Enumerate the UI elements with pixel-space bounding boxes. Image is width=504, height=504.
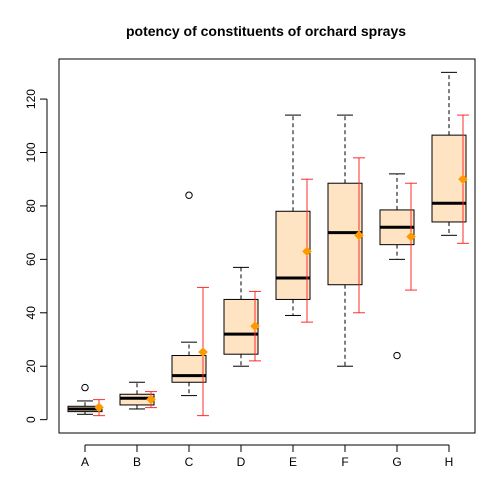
boxes-layer xyxy=(67,71,469,417)
y-tick-label: 120 xyxy=(24,89,38,109)
x-tick-label: H xyxy=(445,455,454,469)
chart-title: potency of constituents of orchard spray… xyxy=(126,23,406,39)
y-tick-label: 80 xyxy=(24,199,38,213)
iqr-box xyxy=(275,210,311,300)
y-tick-label: 100 xyxy=(24,142,38,162)
plot-frame xyxy=(58,58,476,434)
x-tick-label: G xyxy=(392,455,401,469)
box-group-c xyxy=(171,191,209,417)
box-group-f xyxy=(327,114,365,367)
x-tick-label: E xyxy=(289,455,297,469)
y-tick-label: 40 xyxy=(24,306,38,320)
x-tick-label: A xyxy=(81,455,89,469)
mean-marker xyxy=(94,402,104,413)
mean-marker xyxy=(354,230,364,241)
outlier-point xyxy=(393,351,401,360)
x-tick-label: F xyxy=(341,455,348,469)
mean-marker xyxy=(302,246,312,257)
box-group-d xyxy=(223,266,261,367)
box-group-b xyxy=(119,381,157,410)
mean-marker xyxy=(250,321,260,331)
y-tick-label: 20 xyxy=(24,359,38,373)
mean-marker xyxy=(198,347,208,357)
mean-marker xyxy=(406,231,416,242)
x-axis: A B C D E F G H xyxy=(81,444,454,469)
box-group-h xyxy=(431,71,469,244)
x-tick-label: D xyxy=(237,455,246,469)
y-tick-label: 60 xyxy=(24,252,38,266)
y-tick-label: 0 xyxy=(24,416,38,423)
y-axis: 0 20 40 60 80 100 120 xyxy=(24,89,48,423)
x-tick-label: B xyxy=(133,455,141,469)
outlier-point xyxy=(185,191,193,199)
box-group-a xyxy=(67,383,105,417)
x-tick-label: C xyxy=(185,455,194,469)
box-group-e xyxy=(275,114,313,323)
box-group-g xyxy=(379,173,417,360)
iqr-box xyxy=(171,355,207,383)
mean-marker xyxy=(146,394,156,405)
mean-marker xyxy=(458,174,468,185)
outlier-point xyxy=(81,383,89,392)
